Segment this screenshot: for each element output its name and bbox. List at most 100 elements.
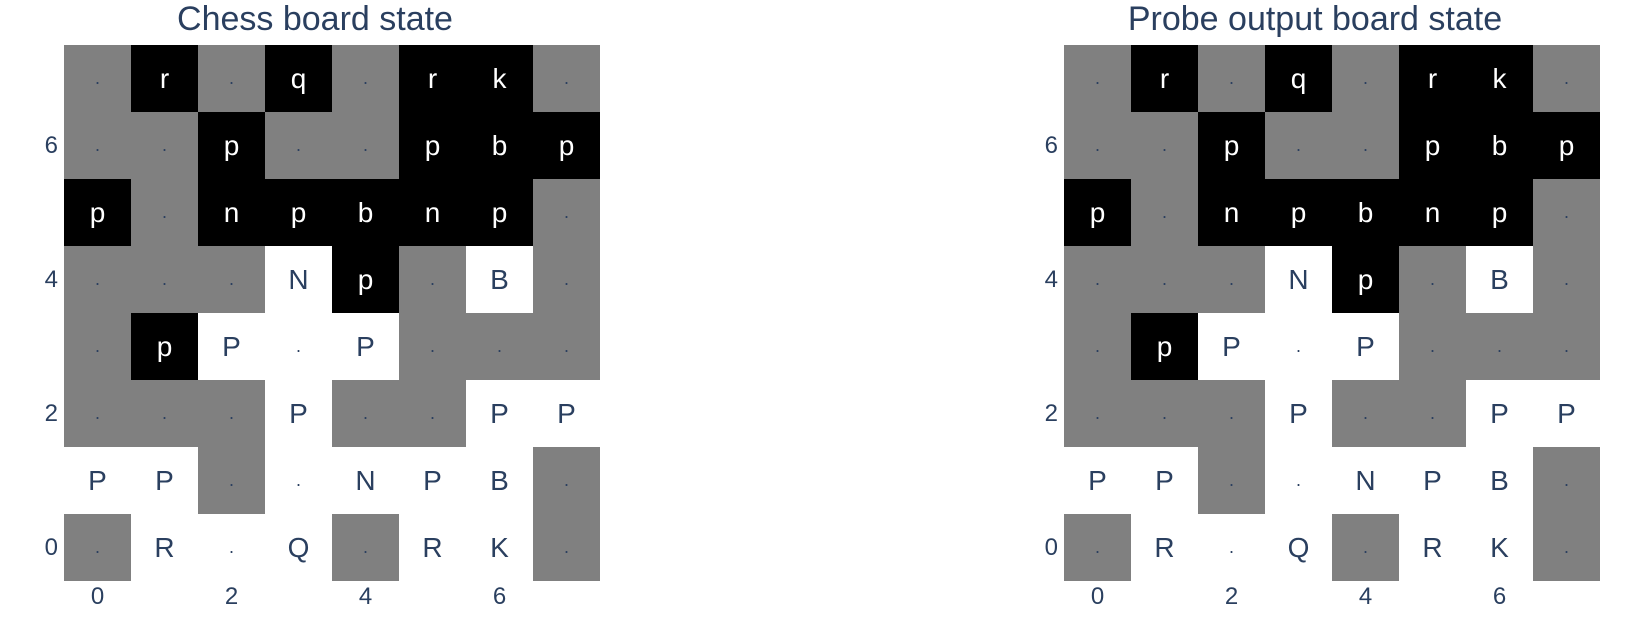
board-cell: p [332, 246, 399, 313]
board-cell: p [1533, 112, 1600, 179]
board-cell: . [466, 313, 533, 380]
board-cell: . [1131, 179, 1198, 246]
board-cell: b [332, 179, 399, 246]
board-cell: P [64, 447, 131, 514]
board-cell: b [466, 112, 533, 179]
board-cell: r [1131, 45, 1198, 112]
board-cell: P [1131, 447, 1198, 514]
board-cell: . [265, 313, 332, 380]
board-cell: . [198, 45, 265, 112]
board-cell: P [1399, 447, 1466, 514]
y-tick: 2 [30, 380, 58, 447]
x-tick [1399, 585, 1466, 609]
x-tick [131, 585, 198, 609]
board-cell: n [198, 179, 265, 246]
board-cell: P [399, 447, 466, 514]
board-cell: p [466, 179, 533, 246]
board-cell: p [1265, 179, 1332, 246]
board-cell: P [332, 313, 399, 380]
y-tick [30, 179, 58, 246]
panel-left-x-axis: 0246 [64, 585, 600, 609]
board-cell: p [1064, 179, 1131, 246]
board-cell: N [332, 447, 399, 514]
board-cell: . [1533, 514, 1600, 581]
board-cell: P [1533, 380, 1600, 447]
panel-left-board-col: .r.q.rk...p..pbpp.npbnp....Np.B..pP.P...… [64, 45, 600, 609]
figure-root: Chess board state 6 4 2 0 .r.q.rk...p..pbpp… [0, 0, 1630, 638]
board-cell: . [1131, 380, 1198, 447]
board-cell: R [131, 514, 198, 581]
board-cell: . [1198, 45, 1265, 112]
board-cell: Q [265, 514, 332, 581]
board-cell: . [265, 447, 332, 514]
panel-right-board: .r.q.rk...p..pbpp.npbnp....Np.B..pP.P...… [1064, 45, 1600, 581]
panel-right-title: Probe output board state [1128, 0, 1502, 39]
board-cell: P [131, 447, 198, 514]
board-cell: . [1466, 313, 1533, 380]
board-cell: . [1332, 514, 1399, 581]
board-cell: p [198, 112, 265, 179]
board-cell: . [533, 313, 600, 380]
y-tick [1030, 45, 1058, 112]
x-tick: 0 [1064, 585, 1131, 609]
board-cell: . [64, 246, 131, 313]
board-cell: . [64, 514, 131, 581]
board-cell: . [332, 514, 399, 581]
board-cell: k [1466, 45, 1533, 112]
y-tick: 6 [30, 112, 58, 179]
board-cell: . [131, 112, 198, 179]
y-tick: 2 [1030, 380, 1058, 447]
panel-right-x-axis: 0246 [1064, 585, 1600, 609]
board-cell: P [533, 380, 600, 447]
panel-left-board-wrap: 6 4 2 0 .r.q.rk...p..pbpp.npbnp....Np.B..pP… [30, 45, 600, 609]
board-cell: p [1332, 246, 1399, 313]
board-cell: . [198, 380, 265, 447]
x-tick: 2 [1198, 585, 1265, 609]
panel-right-board-wrap: 6420 .r.q.rk...p..pbpp.npbnp....Np.B..pP… [1030, 45, 1600, 609]
board-cell: P [1198, 313, 1265, 380]
panel-left-title: Chess board state [177, 0, 453, 39]
board-cell: b [1466, 112, 1533, 179]
board-cell: . [1064, 313, 1131, 380]
board-cell: . [64, 313, 131, 380]
board-cell: r [1399, 45, 1466, 112]
board-cell: . [64, 112, 131, 179]
panel-right-board-col: .r.q.rk...p..pbpp.npbnp....Np.B..pP.P...… [1064, 45, 1600, 609]
board-cell: R [399, 514, 466, 581]
board-cell: Q [1265, 514, 1332, 581]
board-cell: R [1131, 514, 1198, 581]
panel-left-board: .r.q.rk...p..pbpp.npbnp....Np.B..pP.P...… [64, 45, 600, 581]
x-tick: 4 [332, 585, 399, 609]
board-cell: . [533, 246, 600, 313]
board-cell: . [1399, 313, 1466, 380]
board-cell: . [1198, 514, 1265, 581]
board-cell: . [64, 380, 131, 447]
board-cell: N [265, 246, 332, 313]
board-cell: . [1131, 246, 1198, 313]
board-cell: . [1064, 514, 1131, 581]
y-tick [30, 447, 58, 514]
board-cell: p [533, 112, 600, 179]
board-cell: . [1533, 447, 1600, 514]
board-cell: P [466, 380, 533, 447]
board-cell: . [1064, 45, 1131, 112]
y-tick: 0 [30, 514, 58, 581]
board-cell: p [64, 179, 131, 246]
board-cell: . [198, 514, 265, 581]
board-cell: p [1198, 112, 1265, 179]
y-tick [1030, 447, 1058, 514]
board-cell: . [1265, 313, 1332, 380]
board-cell: . [1064, 246, 1131, 313]
board-cell: . [1265, 112, 1332, 179]
x-tick: 6 [1466, 585, 1533, 609]
board-cell: . [1198, 380, 1265, 447]
board-cell: B [1466, 447, 1533, 514]
board-cell: P [1064, 447, 1131, 514]
board-cell: P [265, 380, 332, 447]
board-cell: P [1332, 313, 1399, 380]
board-cell: p [1131, 313, 1198, 380]
board-cell: n [1198, 179, 1265, 246]
board-cell: . [1198, 447, 1265, 514]
board-cell: . [399, 380, 466, 447]
board-cell: p [1399, 112, 1466, 179]
